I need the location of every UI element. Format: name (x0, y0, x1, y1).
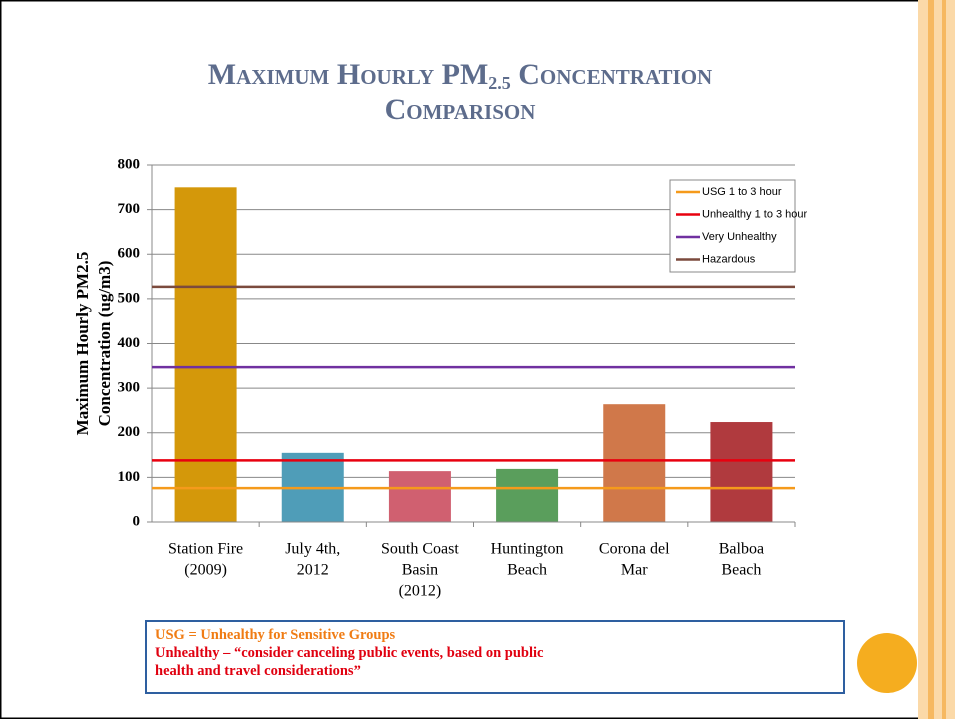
chart-title: Maximum Hourly PM2.5 Concentration (208, 58, 712, 93)
y-axis-label: Concentration (ug/m3) (95, 261, 114, 427)
bar (710, 422, 773, 522)
y-tick-label: 600 (118, 246, 141, 262)
legend-label: Unhealthy 1 to 3 hour (702, 208, 808, 220)
y-tick-label: 200 (118, 424, 141, 440)
bar (174, 187, 237, 522)
side-stripe (918, 0, 955, 719)
y-axis-label: Maximum Hourly PM2.5 (73, 252, 92, 436)
x-tick-label: Balboa (719, 541, 764, 558)
decor-circle (857, 633, 917, 693)
y-axis-label: Maximum Hourly PM2.5 Concentration (ug/m3… (73, 252, 114, 436)
legend-label: Hazardous (702, 253, 756, 265)
note: Unhealthy – “consider canceling public e… (155, 645, 544, 661)
y-tick-label: 300 (118, 380, 141, 396)
x-tick-label: Beach (507, 562, 547, 579)
x-tick-label: Beach (721, 562, 761, 579)
y-tick-label: 400 (118, 335, 141, 351)
note-box: USG = Unhealthy for Sensitive Groups Unh… (145, 620, 845, 694)
chart-title: Comparison (385, 93, 536, 126)
x-tick-label: Basin (402, 562, 438, 579)
x-tick-label: South Coast (381, 541, 459, 558)
legend (669, 179, 796, 273)
y-tick-label: 500 (118, 290, 141, 306)
x-tick-label: (2012) (399, 583, 442, 600)
x-tick-label: Mar (621, 562, 648, 579)
x-tick-label: 2012 (297, 562, 329, 579)
y-tick-label: 0 (133, 513, 141, 529)
legend-label: Very Unhealthy (702, 231, 777, 243)
side-stripe (928, 0, 934, 719)
side-stripe (942, 0, 946, 719)
x-tick-label: July 4th, (285, 541, 340, 558)
note: health and travel considerations” (155, 663, 361, 679)
bar (496, 468, 559, 522)
note: USG = Unhealthy for Sensitive Groups (155, 627, 396, 643)
y-tick-label: 700 (118, 201, 141, 217)
x-tick-label: Huntington (491, 541, 564, 558)
y-tick-label: 100 (118, 469, 141, 485)
x-tick-label: Station Fire (168, 541, 243, 558)
y-tick-label: 800 (118, 156, 141, 172)
legend-label: USG 1 to 3 hour (702, 186, 782, 198)
bar (603, 404, 666, 522)
x-tick-label: (2009) (184, 562, 227, 579)
x-tick-label: Corona del (599, 541, 670, 558)
bar (388, 471, 451, 522)
